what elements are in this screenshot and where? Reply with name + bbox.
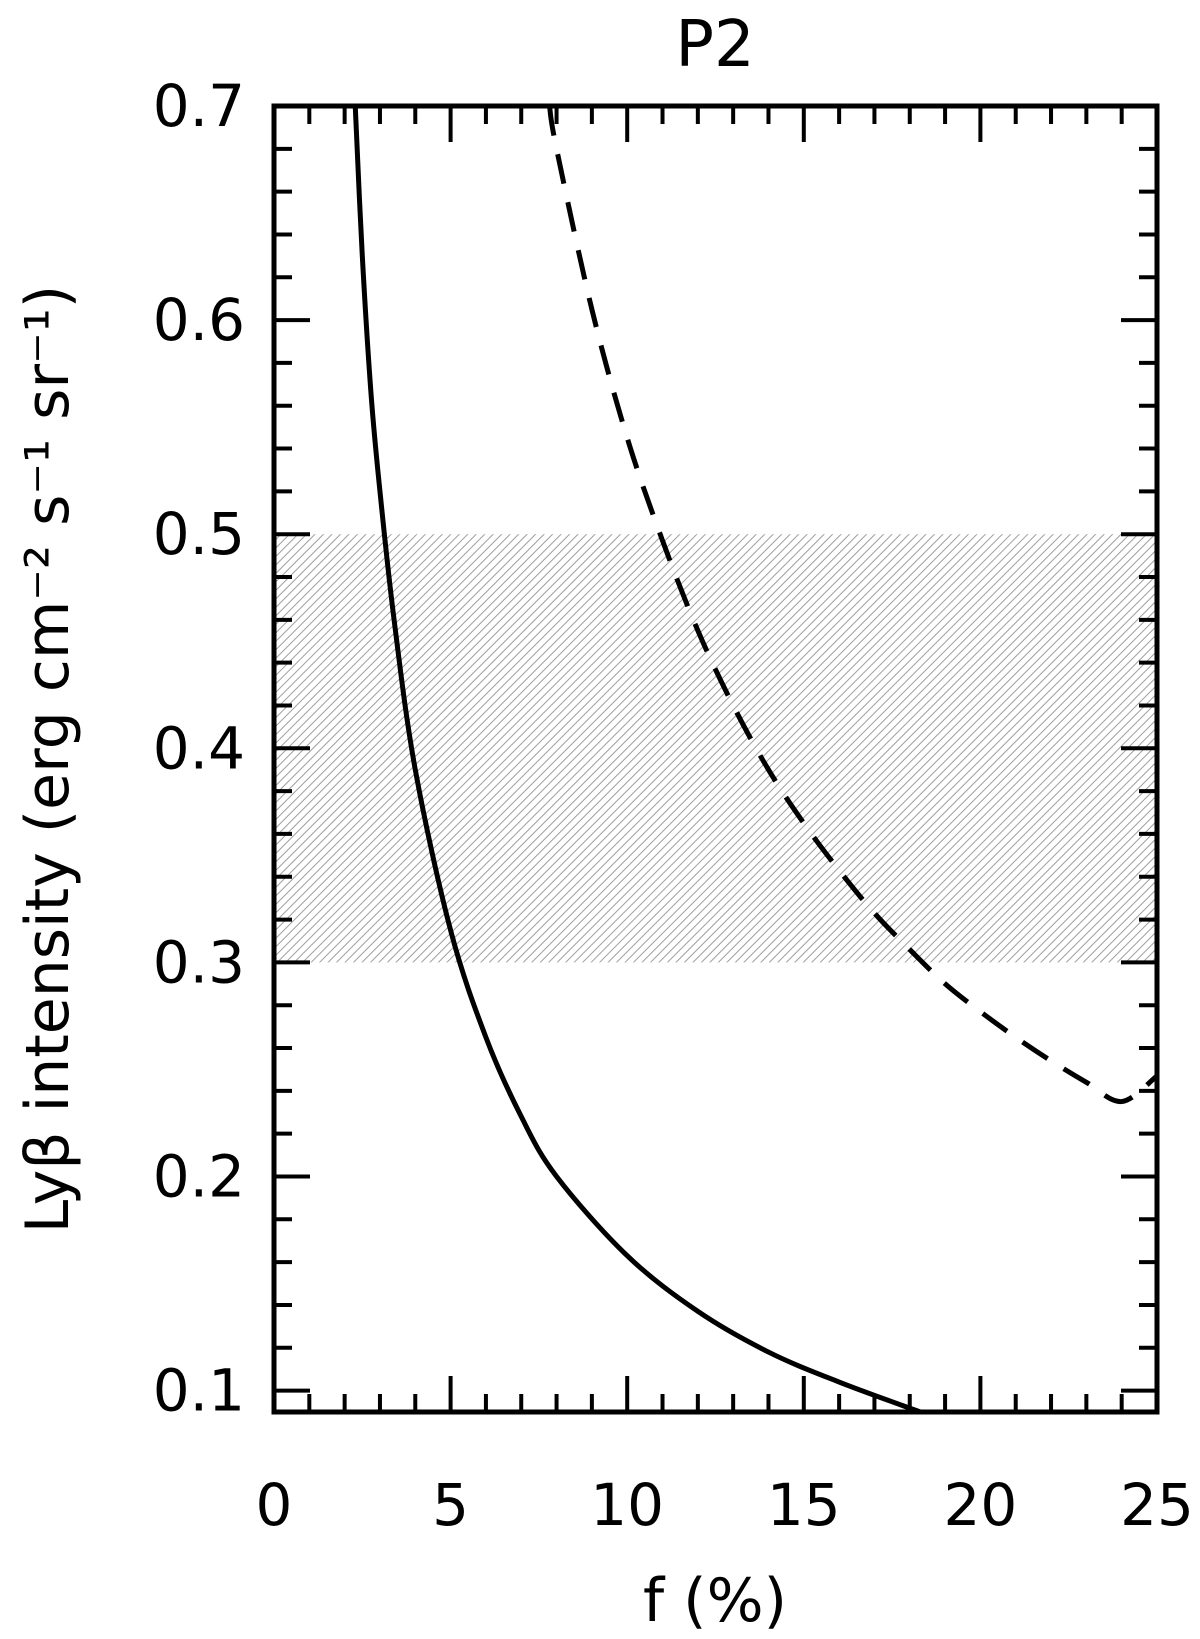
y-tick-label: 0.4 [153, 714, 245, 782]
x-tick-label: 10 [590, 1471, 664, 1539]
tick-mark-layer [272, 104, 1159, 1412]
y-tick-label: 0.3 [153, 928, 245, 996]
series-line-dashed [547, 106, 1157, 1105]
x-axis-label: f (%) [643, 1566, 787, 1636]
x-tick-label: 15 [767, 1471, 841, 1539]
shaded-band [274, 534, 1157, 963]
y-tick-label: 0.2 [153, 1142, 245, 1210]
x-tick-label: 25 [1120, 1471, 1194, 1539]
x-tick-label-layer: 0 5 10 15 20 25 [256, 1471, 1194, 1539]
y-tick-label: 0.5 [153, 500, 245, 568]
y-axis-label: Lyβ intensity (erg cm⁻² s⁻¹ sr⁻¹) [13, 285, 83, 1233]
x-tick-label: 5 [432, 1471, 469, 1539]
shaded-band-layer [274, 534, 1157, 963]
chart-title: P2 [675, 8, 754, 82]
y-tick-label: 0.1 [153, 1357, 245, 1425]
x-tick-label: 0 [256, 1471, 293, 1539]
series-layer [352, 106, 1157, 1412]
y-tick-label: 0.6 [153, 286, 245, 354]
y-tick-label-layer: 0.1 0.2 0.3 0.4 0.5 0.6 0.7 [153, 72, 245, 1425]
plot-frame [271, 103, 1160, 1415]
x-tick-label: 20 [943, 1471, 1017, 1539]
series-line-solid [352, 106, 922, 1412]
y-tick-label: 0.7 [153, 72, 245, 140]
